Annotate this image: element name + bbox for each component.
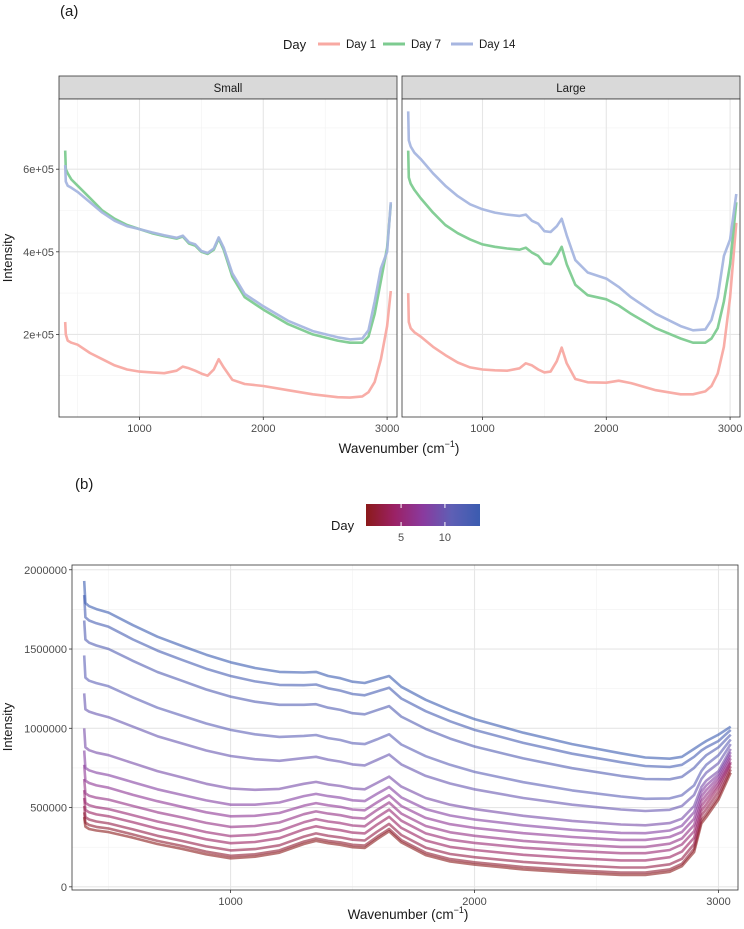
series-line-day-7 [82,754,732,842]
legend-b-colorbar-ticks: 5 10 [398,504,451,544]
series-line-day-4 [82,762,732,862]
facet-small-border [58,98,398,418]
facet-large: Large 1000 2000 3000 [401,75,742,435]
x-tick-label: 2000 [251,423,275,435]
x-tick-label: 3000 [706,896,730,908]
x-tick-label: 2000 [594,423,618,435]
legend-a-label-day1: Day 1 [346,39,376,51]
series-line-small-day14 [63,165,393,341]
facet-small: Small 1000 2000 3000 [58,75,399,435]
legend-a-label-day14: Day 14 [479,39,516,51]
facet-large-border [401,98,741,418]
panel-b-xlabel-end: ) [464,907,469,922]
y-tick-label: 1500000 [24,644,67,656]
panel-a-ylabel: Intensity [0,233,15,282]
series-line-day-10 [82,693,732,813]
panel-b-xlabel: Wavenumber (cm−1) [348,905,469,922]
series-line-small-day1 [63,290,393,399]
panel-a-xlabel-end: ) [455,441,460,456]
y-tick-label: 0 [61,882,67,894]
x-tick-label: 1000 [470,423,494,435]
y-tick-label: 6e+05 [23,164,54,176]
panel-b: (b) Day 5 10 1000 2000 3000 0 500000 1000000 1… [0,476,739,922]
facet-large-lines [406,111,738,396]
series-line-large-day1 [406,222,738,396]
series-line-day-11 [82,655,732,801]
panel-b-ylabel: Intensity [0,702,15,751]
x-tick-label: 1000 [218,896,242,908]
series-line-day-6 [82,757,732,849]
panel-b-border [71,564,739,891]
series-line-day-13 [82,595,732,769]
panel-a-label: (a) [60,3,78,20]
x-tick-label: 1000 [127,423,151,435]
series-line-day-12 [82,620,732,781]
series-line-day-5 [82,760,732,855]
series-line-day-3 [82,765,732,869]
x-tick-label: 3000 [375,423,399,435]
facet-small-x-ticks: 1000 2000 3000 [127,417,399,435]
panel-b-xlabel-main: Wavenumber (cm [348,907,454,922]
colorbar-tick-label: 5 [398,532,404,544]
series-line-day-2 [82,768,732,874]
series-line-day-9 [82,728,732,827]
panel-a-y-ticks: 2e+05 4e+05 6e+05 [23,164,59,341]
colorbar-tick-label: 10 [439,532,451,544]
legend-b: Day 5 10 [331,504,480,544]
y-tick-label: 500000 [30,803,67,815]
panel-a-xlabel-sup: −1 [445,439,455,449]
legend-b-title: Day [331,518,355,533]
x-tick-label: 2000 [462,896,486,908]
x-tick-label: 3000 [718,423,742,435]
panel-a: (a) Day Day 1 Day 7 Day 14 Small 1000 200… [0,3,742,456]
series-line-large-day14 [406,111,738,332]
y-tick-label: 4e+05 [23,247,54,259]
series-line-large-day7 [406,150,738,344]
y-tick-label: 2000000 [24,565,67,577]
facet-large-title: Large [556,83,585,95]
facet-large-x-ticks: 1000 2000 3000 [470,417,742,435]
series-line-day-1 [82,772,732,877]
panel-a-xlabel-main: Wavenumber (cm [339,441,445,456]
series-line-day-14 [82,580,732,760]
legend-a-title: Day [283,37,307,52]
legend-a: Day Day 1 Day 7 Day 14 [283,37,516,52]
panel-b-y-ticks: 0 500000 1000000 1500000 2000000 [24,565,72,894]
panel-b-x-ticks: 1000 2000 3000 [218,890,731,908]
facet-small-title: Small [214,83,243,95]
panel-b-label: (b) [75,476,93,493]
y-tick-label: 2e+05 [23,329,54,341]
panel-b-lines [82,580,732,877]
panel-a-xlabel: Wavenumber (cm−1) [339,439,460,456]
legend-b-colorbar [366,504,480,526]
series-line-day-8 [82,750,732,835]
legend-a-label-day7: Day 7 [411,39,441,51]
facet-small-lines [63,150,393,399]
y-tick-label: 1000000 [24,723,67,735]
panel-b-xlabel-sup: −1 [454,905,464,915]
